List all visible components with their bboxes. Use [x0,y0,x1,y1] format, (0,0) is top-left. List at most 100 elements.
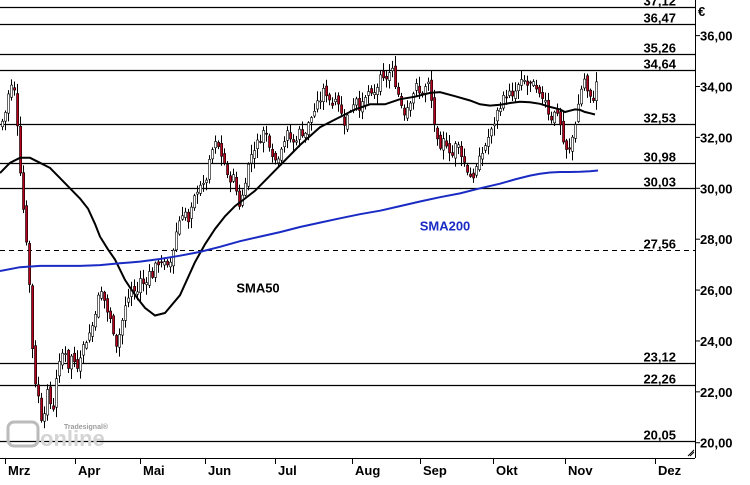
candle-up [46,389,50,416]
candle-up [280,148,284,161]
series-line-sma200 [0,169,599,272]
resize-grip-icon [687,449,695,457]
candle-down [28,243,32,285]
candle-up [376,87,380,95]
candle-up [286,130,290,141]
candle-down [73,352,77,363]
candle-up [367,91,371,96]
candle-down [370,88,374,94]
x-tick-label: Sep [423,463,447,478]
x-tick-label: Okt [496,463,518,478]
candle-down [187,211,191,223]
candle-up [184,211,188,218]
candle-up [91,325,95,337]
candle-up [208,159,212,180]
candle-up [307,122,311,135]
candle-down [529,81,533,84]
candle-up [181,215,185,220]
candle-up [145,282,149,285]
candle-down [559,111,563,126]
level-label: 30,03 [643,175,676,190]
candle-down [289,132,293,140]
candle-up [262,130,266,143]
candle-up [508,90,512,96]
axes: 20,00 22,00 24,00 26,00 28,00 30,00 32,00 34,00… [0,0,733,478]
candle-up [169,261,173,268]
level-label: 36,47 [643,11,676,26]
series-label-sma200: SMA200 [420,218,471,233]
candle-up [496,110,500,122]
candle-down [235,176,239,192]
candle-up [406,107,410,119]
candle-down [217,142,221,147]
level-label: 27,56 [643,237,676,252]
candle-up [118,334,122,348]
candle-up [277,158,281,164]
level-label: 35,26 [643,41,676,56]
candle-up [499,108,503,112]
level-label: 32,53 [643,111,676,126]
candle-up [214,141,218,149]
candle-down [550,115,554,121]
x-tick-label: Dez [658,463,682,478]
annotations: SMA50 SMA200 [236,218,470,295]
candle-down [268,135,272,148]
candle-up [520,79,524,86]
candle-up [232,174,236,182]
candle-down [223,153,227,164]
candle-down [31,285,35,349]
candle-down [109,310,113,319]
candle-down [52,405,56,410]
y-tick-label: 26,00 [700,283,733,298]
candle-up [442,138,446,151]
candle-down [538,86,542,94]
candle-down [562,120,566,143]
candle-down [103,291,107,301]
candle-down [535,84,539,90]
candle-down [112,315,116,335]
candle-up [487,137,491,147]
candle-up [247,164,251,187]
series-label-sma50: SMA50 [236,281,279,296]
candle-up [193,195,197,209]
candle-down [340,104,344,114]
candle-down [271,149,275,157]
candle-down [157,261,161,266]
candle-up [571,136,575,152]
candle-up [82,344,86,356]
candle-up [319,100,323,103]
level-label: 23,12 [643,350,676,365]
candle-up [553,111,557,124]
currency-label: € [698,4,705,19]
y-tick-label: 30,00 [700,181,733,196]
candle-down [451,152,455,156]
candle-down [301,129,305,137]
candle-up [346,114,350,130]
candle-up [70,355,74,370]
candle-up [121,320,125,336]
candle-down [331,102,335,106]
candle-up [88,332,92,341]
candle-down [106,298,110,313]
y-tick-label: 20,00 [700,436,733,451]
logo-ring [6,420,40,448]
candle-down [586,75,590,92]
candle-up [478,155,482,171]
candle-down [13,87,17,91]
candle-up [415,83,419,91]
candle-up [454,143,458,159]
candle-down [358,98,362,111]
candle-up [79,357,83,372]
x-tick-label: Mai [143,463,165,478]
candle-up [310,117,314,123]
candle-up [391,67,395,72]
candle-down [325,85,329,97]
candle-up [502,95,506,109]
candle-up [97,294,101,318]
candle-down [445,140,449,147]
level-label: 30,98 [643,150,676,165]
candle-up [43,413,47,422]
candle-down [460,145,464,157]
candle-down [229,175,233,183]
